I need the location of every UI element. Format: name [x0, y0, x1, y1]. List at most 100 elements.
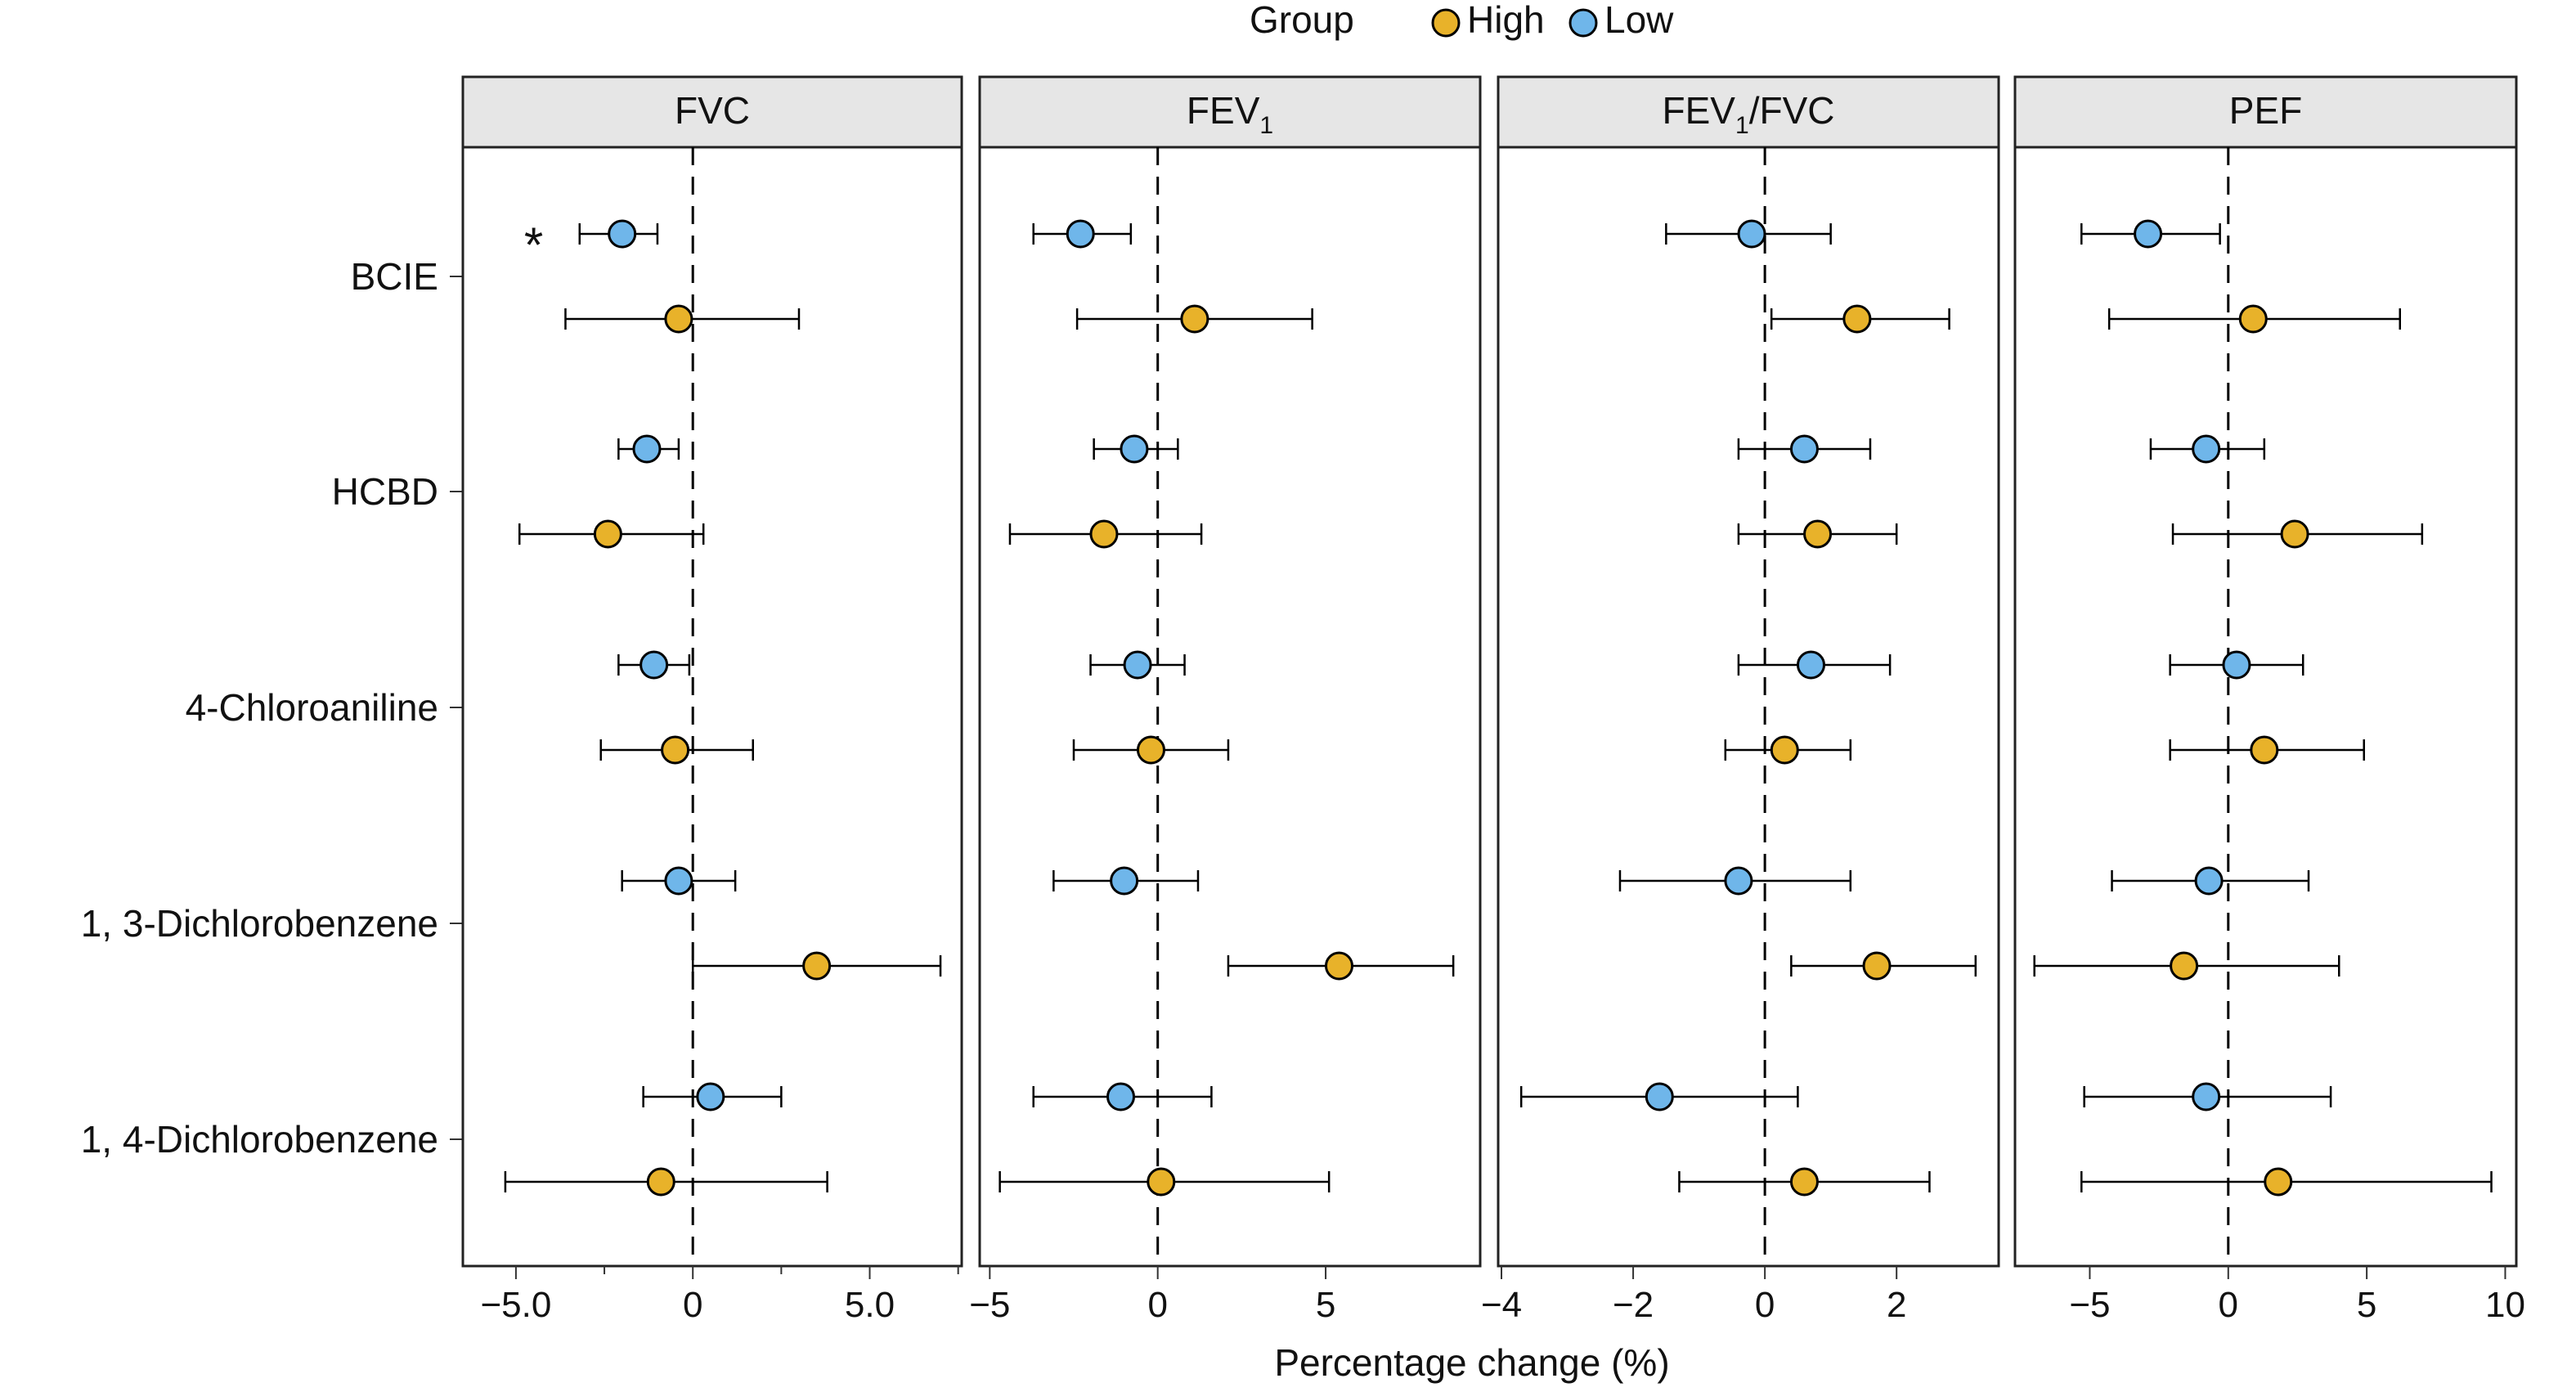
- estimate-dot: [632, 434, 662, 464]
- point-low: [1618, 866, 1852, 896]
- category-label: 4-Chloroaniline: [186, 686, 438, 729]
- estimate-dot: [1147, 1167, 1176, 1197]
- point-low: [1737, 650, 1892, 680]
- estimate-dot: [2134, 219, 2163, 249]
- point-low: [2083, 1082, 2332, 1111]
- estimate-dot: [1789, 1167, 1819, 1197]
- panel-title-subscript: 1: [1735, 112, 1749, 139]
- panel-frame: [978, 146, 1482, 1268]
- panel-1: FVC −5.0 0 5.0 *: [461, 75, 963, 1325]
- legend-swatch-high: [1431, 8, 1461, 38]
- estimate-dot: [664, 866, 693, 896]
- estimate-dot: [1803, 519, 1833, 549]
- estimate-dot: [664, 304, 693, 334]
- significance-marker: *: [524, 218, 543, 272]
- legend-label-low: Low: [1604, 0, 1674, 41]
- point-low: [1519, 1082, 1799, 1111]
- x-tick-label: −5: [2069, 1285, 2110, 1325]
- x-tick-label: −5: [969, 1285, 1010, 1325]
- point-low: [1665, 219, 1832, 249]
- x-tick-label: 2: [1887, 1285, 1906, 1325]
- category-label: 1, 3-Dichlorobenzene: [81, 902, 438, 945]
- estimate-dot: [1110, 866, 1139, 896]
- point-low: [621, 866, 737, 896]
- legend-title: Group: [1250, 0, 1354, 41]
- point-high: [1790, 951, 1977, 981]
- estimate-dot: [1789, 434, 1819, 464]
- x-tick-label: 0: [683, 1285, 702, 1325]
- panel-title: FEV1/FVC: [1663, 89, 1835, 139]
- point-low: [642, 1082, 783, 1111]
- point-high: [599, 735, 755, 765]
- estimate-dot: [2192, 1082, 2221, 1111]
- estimate-dot: [593, 519, 622, 549]
- panel-strip: [1497, 75, 2000, 149]
- x-tick-label: 10: [2485, 1285, 2525, 1325]
- estimate-dot: [1106, 1082, 1136, 1111]
- point-high: [518, 519, 705, 549]
- point-high: [2033, 951, 2340, 981]
- point-low: [2149, 434, 2266, 464]
- panel-title-main: FEV: [1663, 89, 1736, 132]
- panel-frame: [2013, 146, 2518, 1268]
- panel-frame: [1497, 146, 2000, 1268]
- point-low: [617, 434, 680, 464]
- estimate-dot: [646, 1167, 675, 1197]
- point-low: [1737, 434, 1872, 464]
- category-label: 1, 4-Dichlorobenzene: [81, 1118, 438, 1161]
- x-axis: −5 0 5: [969, 1266, 1335, 1325]
- point-low: [1089, 650, 1186, 680]
- point-high: [691, 951, 942, 981]
- panel-title-suffix: /FVC: [1749, 89, 1835, 132]
- estimate-dot: [1089, 519, 1119, 549]
- category-label: HCBD: [332, 470, 438, 513]
- point-low: [1032, 1082, 1213, 1111]
- point-high: [1770, 304, 1950, 334]
- point-low: [1032, 219, 1133, 249]
- panel-title-main: FEV: [1187, 89, 1260, 132]
- estimate-dot: [2264, 1167, 2293, 1197]
- estimate-dot: [1120, 434, 1149, 464]
- point-low: [578, 219, 659, 249]
- estimate-dot: [1324, 951, 1353, 981]
- estimate-dot: [2238, 304, 2268, 334]
- estimate-dot: [2250, 735, 2279, 765]
- estimate-dot: [2192, 434, 2221, 464]
- point-high: [2080, 1167, 2493, 1197]
- legend: Group High Low: [1250, 0, 1674, 41]
- panel-2: FEV1 −5 0 5: [969, 75, 1482, 1325]
- point-low: [1052, 866, 1200, 896]
- point-low: [1093, 434, 1179, 464]
- x-tick-label: 0: [1755, 1285, 1775, 1325]
- point-high: [1737, 519, 1898, 549]
- panel-strip: [2013, 75, 2518, 149]
- point-high: [1678, 1167, 1931, 1197]
- panel-3: FEV1/FVC −4 −2 0 2: [1481, 75, 2000, 1325]
- estimate-dot: [2222, 650, 2251, 680]
- estimate-dot: [1136, 735, 1165, 765]
- estimate-dot: [640, 650, 669, 680]
- point-high: [1072, 735, 1230, 765]
- panel-title-main: FVC: [675, 89, 750, 132]
- estimate-dot: [2194, 866, 2224, 896]
- estimate-dot: [2170, 951, 2199, 981]
- estimate-dot: [2280, 519, 2309, 549]
- x-axis-title: Percentage change (%): [1274, 1341, 1669, 1384]
- y-axis: BCIE HCBD 4-Chloroaniline 1, 3-Dichlorobenz…: [81, 255, 463, 1161]
- estimate-dot: [802, 951, 832, 981]
- category-label: BCIE: [351, 255, 438, 298]
- x-axis: −5 0 5 10: [2069, 1266, 2525, 1325]
- estimate-dot: [696, 1082, 725, 1111]
- panel-title: PEF: [2229, 89, 2302, 132]
- point-low: [2111, 866, 2310, 896]
- point-low: [2080, 219, 2221, 249]
- panel-strip: [978, 75, 1482, 149]
- panel-title: FEV1: [1187, 89, 1273, 139]
- estimate-dot: [1842, 304, 1872, 334]
- x-tick-label: −5.0: [480, 1285, 551, 1325]
- point-high: [2171, 519, 2424, 549]
- x-tick-label: 5: [2357, 1285, 2376, 1325]
- point-low: [2169, 650, 2304, 680]
- estimate-dot: [1770, 735, 1799, 765]
